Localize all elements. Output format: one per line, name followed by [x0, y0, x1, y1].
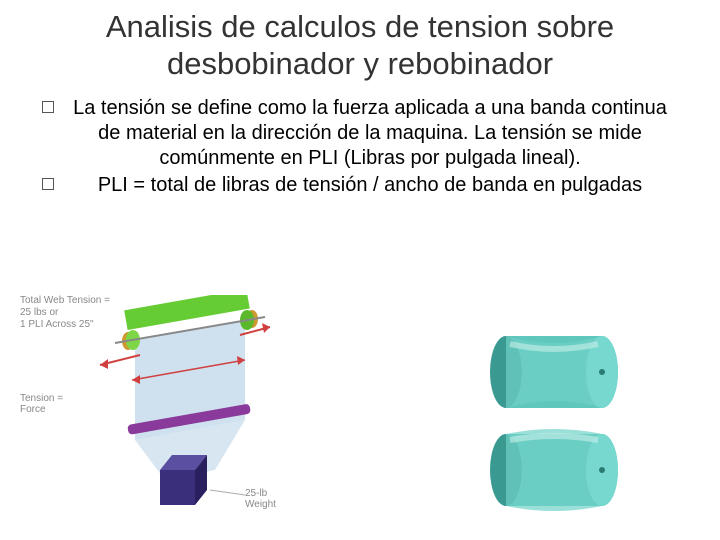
bullet-icon	[42, 101, 54, 113]
paragraph-2: PLI = total de libras de tensión / ancho…	[60, 173, 680, 198]
cylinder-illustrations	[480, 330, 640, 520]
web-tension-diagram: Total Web Tension = 25 lbs or 1 PLI Acro…	[20, 295, 300, 525]
page-title: Analisis de calculos de tension sobre de…	[0, 0, 720, 86]
label-weight: 25-lb Weight	[245, 488, 300, 510]
paragraph-1-text: La tensión se define como la fuerza apli…	[73, 97, 667, 169]
paragraph-1: La tensión se define como la fuerza apli…	[60, 96, 680, 171]
paragraph-2-text: PLI = total de libras de tensión / ancho…	[98, 174, 642, 196]
bullet-icon	[42, 178, 54, 190]
cylinders-svg	[480, 330, 640, 520]
label-total-tension: Total Web Tension = 25 lbs or 1 PLI Acro…	[20, 295, 120, 331]
body-text-container: La tensión se define como la fuerza apli…	[0, 86, 720, 198]
label-tension-force: Tension = Force	[20, 393, 63, 415]
